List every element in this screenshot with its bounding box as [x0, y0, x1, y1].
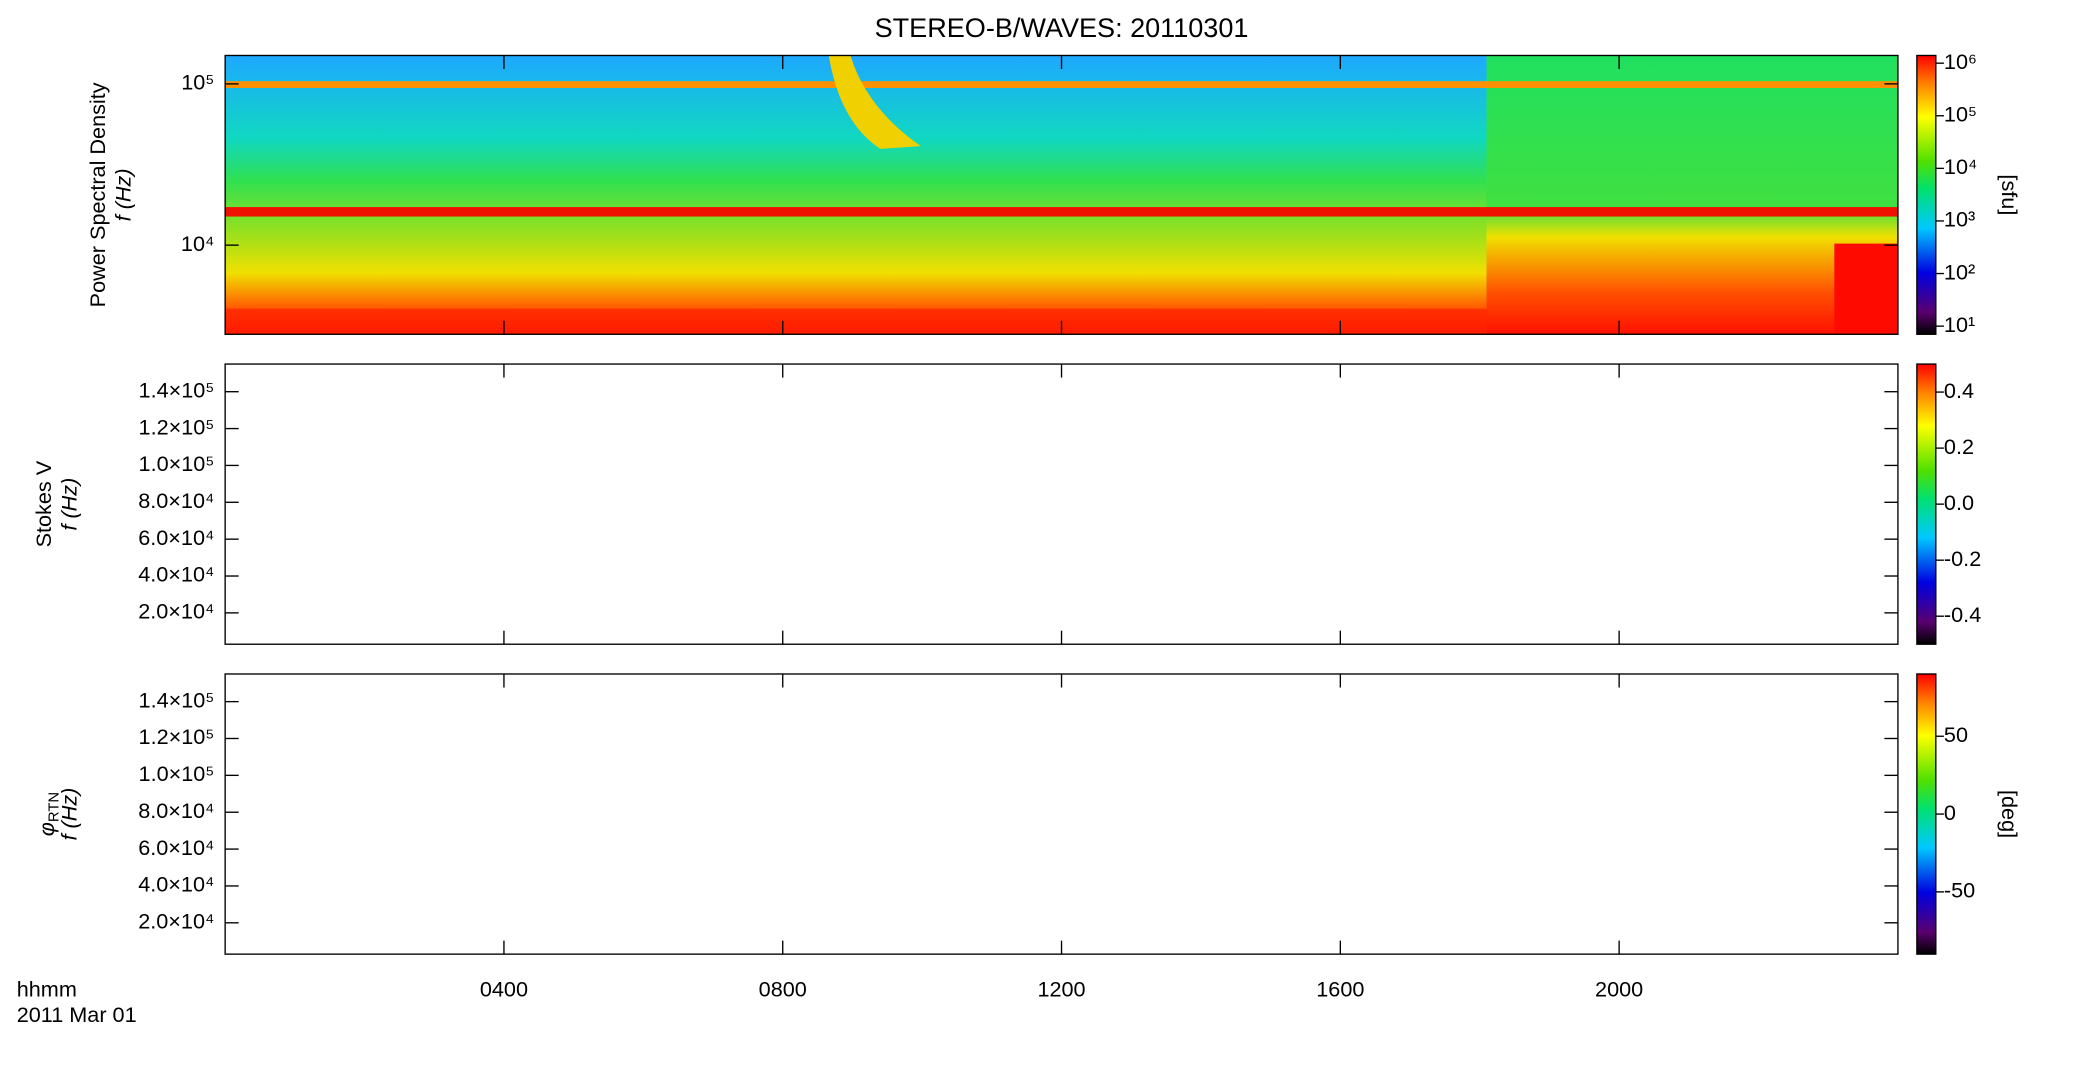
plot-frame: [224, 363, 1899, 645]
y-tick-label: 10⁵: [181, 70, 214, 95]
y-axis-symbol-main: φ: [34, 822, 59, 836]
y-axis-label: Power Spectral Density f (Hz): [85, 82, 136, 307]
colorbar-tick-label: -50: [1944, 878, 1975, 903]
y-axis-symbol: φRTN: [34, 792, 63, 836]
colorbar-tick-label: 10⁵: [1944, 101, 1977, 126]
y-tick-label: 4.0×10⁴: [138, 562, 214, 587]
y-tick-label: 2.0×10⁴: [138, 909, 214, 934]
y-tick-label: 8.0×10⁴: [138, 488, 214, 513]
x-axis-label: hhmm: [17, 976, 77, 1001]
y-tick-label: 10⁴: [181, 231, 214, 256]
y-tick-label: 1.0×10⁵: [139, 451, 215, 476]
colorbar-label: [sfu]: [1997, 174, 2022, 215]
colorbar-tick-label: 50: [1944, 722, 1968, 747]
y-tick-label: 1.2×10⁵: [139, 414, 215, 439]
colorbar-tick-label: -0.2: [1944, 546, 1981, 571]
colorbar-tick-label: 10¹: [1944, 312, 1975, 337]
colorbar-label-group: [sfu]: [1997, 174, 2022, 215]
colorbar-tick-label: 10⁴: [1944, 154, 1977, 179]
x-tick-label: 2000: [1595, 976, 1643, 1001]
y-tick-label: 2.0×10⁴: [138, 599, 214, 624]
y-tick-label: 6.0×10⁴: [138, 835, 214, 860]
colorbar-tick-label: 10²: [1944, 259, 1975, 284]
colorbar-tick-label: 10⁶: [1944, 49, 1977, 74]
colorbar: [1916, 363, 1937, 645]
x-axis-label: 2011 Mar 01: [17, 1002, 137, 1027]
colorbar-tick-label: 0.0: [1944, 490, 1974, 515]
y-axis-symbol-sub: RTN: [47, 792, 63, 822]
plot-frame: [224, 673, 1899, 955]
x-tick-label: 0800: [759, 976, 807, 1001]
y-axis-label: f (Hz): [111, 168, 136, 221]
y-axis-label-top: Stokes V: [31, 460, 56, 547]
spectrogram-image: [225, 55, 1898, 335]
colorbar-tick-label: 10³: [1944, 207, 1975, 232]
chart-title: STEREO-B/WAVES: 20110301: [875, 13, 1249, 43]
colorbar-tick-label: 0.2: [1944, 434, 1974, 459]
x-tick-label: 1600: [1316, 976, 1364, 1001]
y-tick-label: 1.4×10⁵: [139, 377, 215, 402]
y-tick-label: 8.0×10⁴: [138, 798, 214, 823]
y-tick-label: 1.4×10⁵: [139, 687, 215, 712]
y-axis-label: f (Hz): [57, 788, 82, 841]
y-tick-label: 1.0×10⁵: [139, 761, 215, 786]
colorbar: [1916, 54, 1937, 335]
y-tick-label: 1.2×10⁵: [139, 724, 215, 749]
y-tick-label: 6.0×10⁴: [138, 525, 214, 550]
colorbar-tick-label: 0: [1944, 800, 1956, 825]
colorbar-label-group: [deg]: [1997, 790, 2022, 838]
colorbar: [1916, 673, 1937, 955]
y-axis-label: f (Hz): [57, 478, 82, 531]
colorbar-tick-label: 0.4: [1944, 378, 1974, 403]
y-axis-label-top: Power Spectral Density: [85, 82, 110, 307]
x-tick-label: 0400: [480, 976, 528, 1001]
x-tick-label: 1200: [1037, 976, 1085, 1001]
y-tick-label: 4.0×10⁴: [138, 872, 214, 897]
colorbar-label: [deg]: [1997, 790, 2022, 838]
colorbar-tick-label: -0.4: [1944, 602, 1981, 627]
